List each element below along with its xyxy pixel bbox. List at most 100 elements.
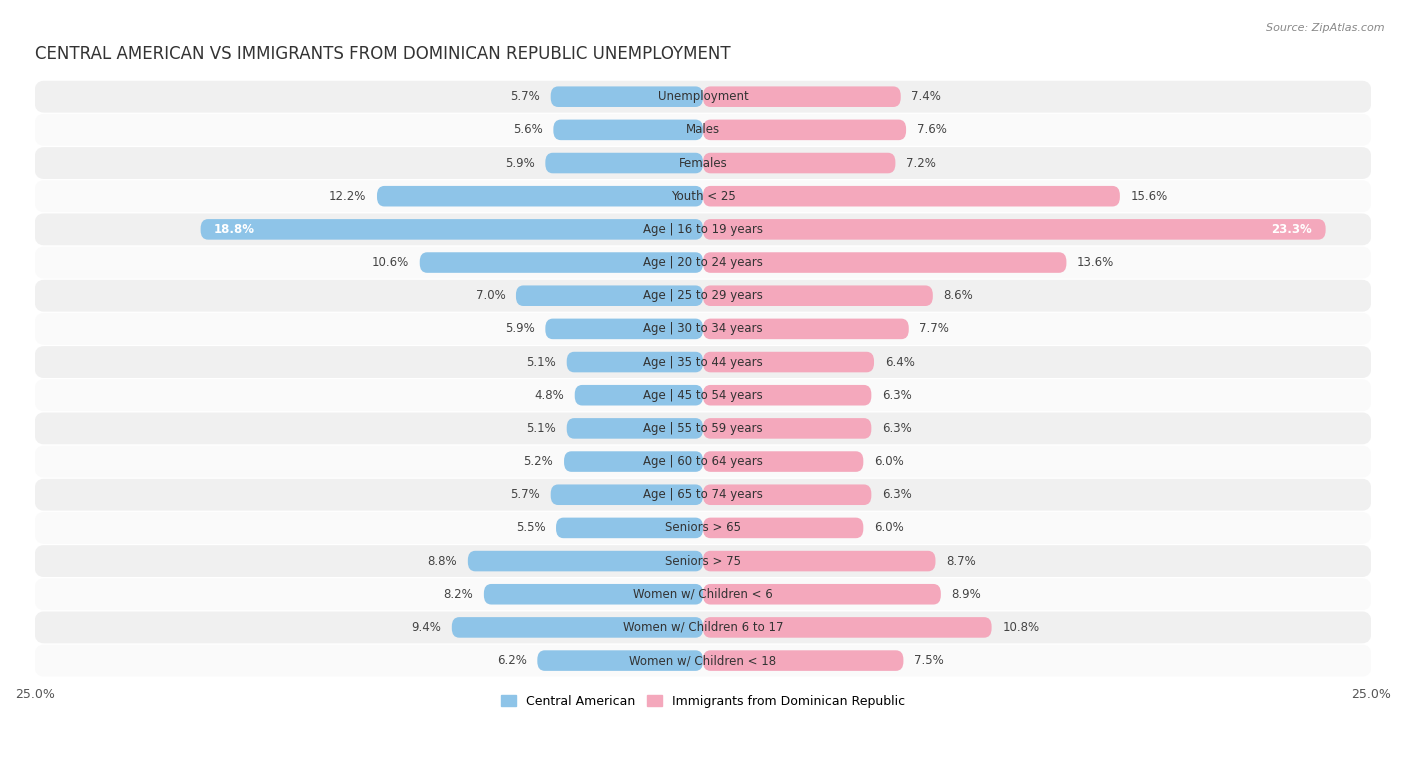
- FancyBboxPatch shape: [34, 512, 1372, 544]
- FancyBboxPatch shape: [34, 114, 1372, 146]
- FancyBboxPatch shape: [34, 147, 1372, 179]
- FancyBboxPatch shape: [34, 612, 1372, 643]
- Text: 6.3%: 6.3%: [882, 488, 911, 501]
- Text: 5.5%: 5.5%: [516, 522, 546, 534]
- Bar: [35, 611, 1371, 644]
- FancyBboxPatch shape: [34, 280, 1372, 312]
- Text: 5.7%: 5.7%: [510, 90, 540, 103]
- Text: 6.3%: 6.3%: [882, 389, 911, 402]
- FancyBboxPatch shape: [34, 379, 1372, 411]
- Bar: [35, 114, 1371, 146]
- FancyBboxPatch shape: [703, 484, 872, 505]
- FancyBboxPatch shape: [703, 186, 1119, 207]
- FancyBboxPatch shape: [567, 418, 703, 438]
- FancyBboxPatch shape: [703, 518, 863, 538]
- Text: Seniors > 75: Seniors > 75: [665, 555, 741, 568]
- Text: 10.8%: 10.8%: [1002, 621, 1039, 634]
- Text: 8.6%: 8.6%: [943, 289, 973, 302]
- FancyBboxPatch shape: [537, 650, 703, 671]
- Text: CENTRAL AMERICAN VS IMMIGRANTS FROM DOMINICAN REPUBLIC UNEMPLOYMENT: CENTRAL AMERICAN VS IMMIGRANTS FROM DOMI…: [35, 45, 731, 64]
- Bar: [35, 478, 1371, 511]
- Text: 5.1%: 5.1%: [526, 422, 555, 435]
- FancyBboxPatch shape: [703, 153, 896, 173]
- Text: 6.2%: 6.2%: [496, 654, 527, 667]
- Text: 8.8%: 8.8%: [427, 555, 457, 568]
- Bar: [35, 511, 1371, 544]
- Text: 5.9%: 5.9%: [505, 157, 534, 170]
- FancyBboxPatch shape: [34, 313, 1372, 344]
- FancyBboxPatch shape: [554, 120, 703, 140]
- Bar: [35, 445, 1371, 478]
- Text: Age | 65 to 74 years: Age | 65 to 74 years: [643, 488, 763, 501]
- FancyBboxPatch shape: [555, 518, 703, 538]
- Text: Women w/ Children < 6: Women w/ Children < 6: [633, 587, 773, 601]
- Bar: [35, 644, 1371, 678]
- Text: Age | 35 to 44 years: Age | 35 to 44 years: [643, 356, 763, 369]
- Text: 5.7%: 5.7%: [510, 488, 540, 501]
- Text: Women w/ Children < 18: Women w/ Children < 18: [630, 654, 776, 667]
- Text: 18.8%: 18.8%: [214, 223, 254, 236]
- Bar: [35, 544, 1371, 578]
- Legend: Central American, Immigrants from Dominican Republic: Central American, Immigrants from Domini…: [495, 690, 911, 712]
- FancyBboxPatch shape: [703, 418, 872, 438]
- FancyBboxPatch shape: [703, 551, 935, 572]
- Text: 5.6%: 5.6%: [513, 123, 543, 136]
- Text: Age | 20 to 24 years: Age | 20 to 24 years: [643, 256, 763, 269]
- FancyBboxPatch shape: [564, 451, 703, 472]
- FancyBboxPatch shape: [34, 213, 1372, 245]
- Text: Males: Males: [686, 123, 720, 136]
- FancyBboxPatch shape: [567, 352, 703, 372]
- Text: Seniors > 65: Seniors > 65: [665, 522, 741, 534]
- Text: 12.2%: 12.2%: [329, 190, 367, 203]
- Text: 6.3%: 6.3%: [882, 422, 911, 435]
- Text: 6.4%: 6.4%: [884, 356, 914, 369]
- Text: Females: Females: [679, 157, 727, 170]
- Text: 4.8%: 4.8%: [534, 389, 564, 402]
- FancyBboxPatch shape: [34, 346, 1372, 378]
- FancyBboxPatch shape: [34, 413, 1372, 444]
- FancyBboxPatch shape: [703, 120, 905, 140]
- FancyBboxPatch shape: [34, 578, 1372, 610]
- Bar: [35, 279, 1371, 313]
- FancyBboxPatch shape: [703, 319, 908, 339]
- Text: 7.2%: 7.2%: [905, 157, 936, 170]
- FancyBboxPatch shape: [420, 252, 703, 273]
- Text: Source: ZipAtlas.com: Source: ZipAtlas.com: [1267, 23, 1385, 33]
- Text: 5.1%: 5.1%: [526, 356, 555, 369]
- Text: Unemployment: Unemployment: [658, 90, 748, 103]
- FancyBboxPatch shape: [703, 219, 1326, 240]
- Text: 7.7%: 7.7%: [920, 322, 949, 335]
- FancyBboxPatch shape: [703, 352, 875, 372]
- Bar: [35, 313, 1371, 345]
- FancyBboxPatch shape: [516, 285, 703, 306]
- Text: 7.4%: 7.4%: [911, 90, 941, 103]
- FancyBboxPatch shape: [575, 385, 703, 406]
- Text: Age | 45 to 54 years: Age | 45 to 54 years: [643, 389, 763, 402]
- FancyBboxPatch shape: [551, 484, 703, 505]
- FancyBboxPatch shape: [451, 617, 703, 637]
- Text: 7.6%: 7.6%: [917, 123, 946, 136]
- FancyBboxPatch shape: [34, 545, 1372, 577]
- FancyBboxPatch shape: [34, 180, 1372, 212]
- FancyBboxPatch shape: [703, 385, 872, 406]
- FancyBboxPatch shape: [34, 81, 1372, 113]
- FancyBboxPatch shape: [34, 446, 1372, 478]
- FancyBboxPatch shape: [34, 645, 1372, 677]
- FancyBboxPatch shape: [377, 186, 703, 207]
- Bar: [35, 578, 1371, 611]
- Text: Age | 25 to 29 years: Age | 25 to 29 years: [643, 289, 763, 302]
- FancyBboxPatch shape: [703, 86, 901, 107]
- FancyBboxPatch shape: [546, 319, 703, 339]
- Text: 10.6%: 10.6%: [371, 256, 409, 269]
- Bar: [35, 345, 1371, 378]
- Text: 8.7%: 8.7%: [946, 555, 976, 568]
- Text: Age | 30 to 34 years: Age | 30 to 34 years: [643, 322, 763, 335]
- FancyBboxPatch shape: [703, 650, 904, 671]
- Bar: [35, 213, 1371, 246]
- Text: Youth < 25: Youth < 25: [671, 190, 735, 203]
- FancyBboxPatch shape: [546, 153, 703, 173]
- FancyBboxPatch shape: [703, 451, 863, 472]
- FancyBboxPatch shape: [703, 285, 932, 306]
- Text: 6.0%: 6.0%: [875, 522, 904, 534]
- Text: 5.9%: 5.9%: [505, 322, 534, 335]
